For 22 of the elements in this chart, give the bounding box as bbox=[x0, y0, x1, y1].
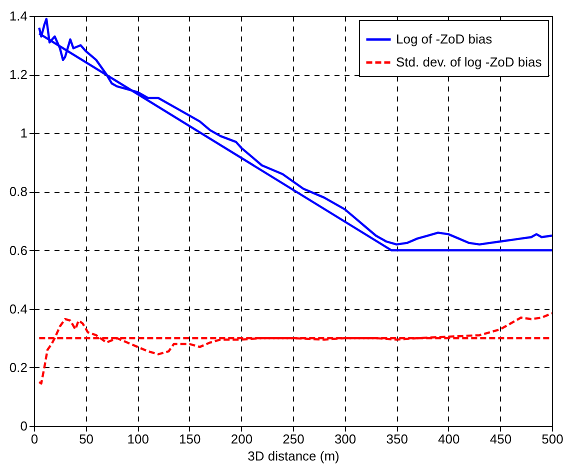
y-tick-label: 0.8 bbox=[9, 184, 28, 200]
x-tick-label: 150 bbox=[179, 432, 201, 446]
y-tick-label: 1 bbox=[20, 126, 28, 141]
x-tick-label: 100 bbox=[127, 432, 149, 446]
legend-label: Std. dev. of log -ZoD bias bbox=[396, 54, 542, 70]
x-tick-label: 450 bbox=[490, 432, 512, 446]
x-tick-label: 0 bbox=[30, 432, 38, 446]
x-tick-label: 50 bbox=[79, 432, 94, 446]
x-tick-label: 300 bbox=[334, 432, 356, 446]
legend-label: Log of -ZoD bias bbox=[396, 32, 493, 46]
y-tick-label: 1.2 bbox=[9, 67, 28, 82]
x-tick-label: 250 bbox=[282, 432, 304, 446]
y-tick-label: 0.4 bbox=[9, 301, 28, 316]
x-tick-label: 500 bbox=[542, 432, 564, 446]
x-tick-label: 350 bbox=[386, 432, 408, 446]
y-tick-label: 0 bbox=[20, 418, 28, 434]
x-tick-label: 400 bbox=[438, 432, 460, 446]
x-tick-label: 200 bbox=[230, 432, 253, 446]
x-axis-title: 3D distance (m) bbox=[248, 448, 340, 464]
y-tick-label: 0.6 bbox=[9, 242, 28, 258]
y-tick-label: 0.2 bbox=[9, 360, 28, 375]
y-tick-label: 1.4 bbox=[9, 8, 28, 24]
